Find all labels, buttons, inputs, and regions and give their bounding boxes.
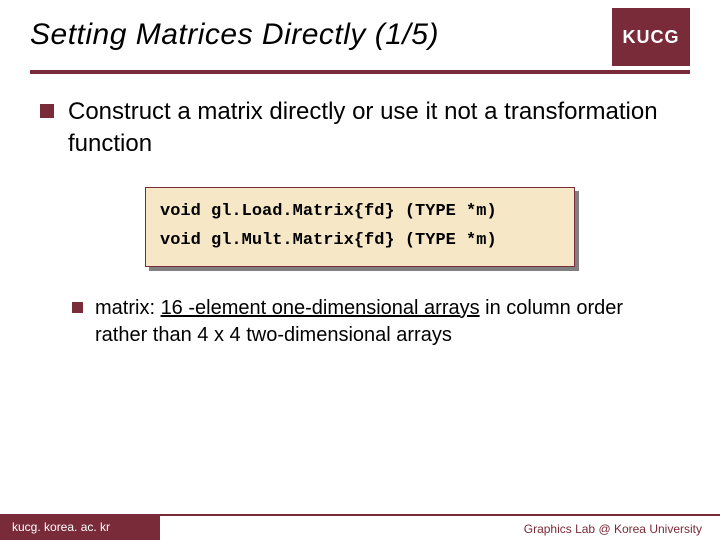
footer-left: kucg. korea. ac. kr — [0, 514, 160, 540]
page-title: Setting Matrices Directly (1/5) — [30, 18, 690, 52]
code-face: void gl.Load.Matrix{fd} (TYPE *m) void g… — [145, 187, 575, 267]
sub-bullet: matrix: 16 -element one-dimensional arra… — [72, 295, 680, 349]
square-bullet-icon — [72, 302, 83, 313]
code-line-1: void gl.Load.Matrix{fd} (TYPE *m) — [160, 198, 560, 227]
code-block: void gl.Load.Matrix{fd} (TYPE *m) void g… — [145, 187, 575, 267]
code-line-2: void gl.Mult.Matrix{fd} (TYPE *m) — [160, 227, 560, 256]
footer-right: Graphics Lab @ Korea University — [524, 522, 702, 536]
sub-bullet-text: matrix: 16 -element one-dimensional arra… — [95, 295, 680, 349]
sub-underlined: 16 -element one-dimensional arrays — [161, 297, 480, 319]
footer: kucg. korea. ac. kr Graphics Lab @ Korea… — [0, 508, 720, 540]
main-bullet: Construct a matrix directly or use it no… — [40, 96, 680, 161]
square-bullet-icon — [40, 104, 54, 118]
main-bullet-text: Construct a matrix directly or use it no… — [68, 96, 680, 161]
logo-text: KUCG — [623, 27, 680, 48]
logo-box: KUCG — [612, 8, 690, 66]
header: Setting Matrices Directly (1/5) KUCG — [0, 0, 720, 70]
footer-divider — [160, 514, 720, 516]
sub-prefix: matrix: — [95, 297, 161, 319]
content-area: Construct a matrix directly or use it no… — [0, 74, 720, 349]
